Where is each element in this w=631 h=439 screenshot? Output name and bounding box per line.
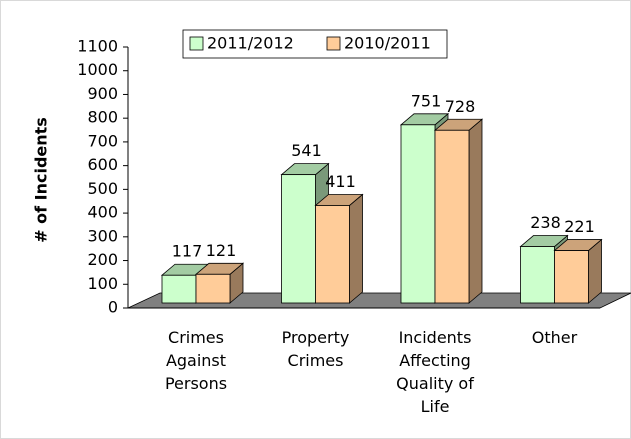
value-label: 728 — [445, 97, 476, 116]
y-tick-label: 0 — [108, 298, 118, 317]
legend-label: 2011/2012 — [207, 34, 294, 53]
legend-label: 2010/2011 — [344, 34, 431, 53]
y-axis-title: # of Incidents — [32, 117, 51, 243]
legend-swatch — [189, 36, 204, 51]
bar — [161, 274, 197, 304]
value-label: 541 — [291, 141, 322, 160]
bar — [554, 250, 589, 304]
bar — [400, 124, 436, 304]
x-tick-label: Crimes Against Persons — [164, 328, 228, 393]
y-tick-label: 200 — [87, 250, 118, 269]
y-tick-label: 500 — [87, 179, 118, 198]
y-tick-label: 600 — [87, 155, 118, 174]
x-tick-label: Incidents Affecting Quality of Life — [396, 328, 474, 416]
y-tick-label: 100 — [87, 274, 118, 293]
y-tick-label: 900 — [87, 84, 118, 103]
value-label: 238 — [530, 213, 561, 232]
y-tick-label: 800 — [87, 108, 118, 127]
y-tick-label: 1000 — [77, 60, 118, 79]
y-tick-label: 400 — [87, 203, 118, 222]
value-label: 751 — [411, 91, 442, 110]
y-tick-label: 1100 — [77, 37, 118, 56]
bar-side — [349, 193, 363, 304]
legend-swatch — [326, 36, 341, 51]
value-label: 221 — [564, 217, 595, 236]
x-tick-label: Property Crimes — [281, 328, 350, 370]
y-tick-label: 300 — [87, 226, 118, 245]
bar — [195, 273, 231, 304]
bar — [520, 246, 555, 304]
value-label: 121 — [206, 241, 237, 260]
legend — [182, 29, 448, 59]
y-tick-label: 700 — [87, 131, 118, 150]
value-label: 117 — [172, 242, 203, 261]
x-tick-label: Other — [531, 328, 578, 347]
value-label: 411 — [325, 172, 356, 191]
bar-side — [468, 118, 483, 304]
bar — [281, 174, 316, 304]
bar — [434, 129, 470, 304]
bar — [315, 205, 350, 304]
